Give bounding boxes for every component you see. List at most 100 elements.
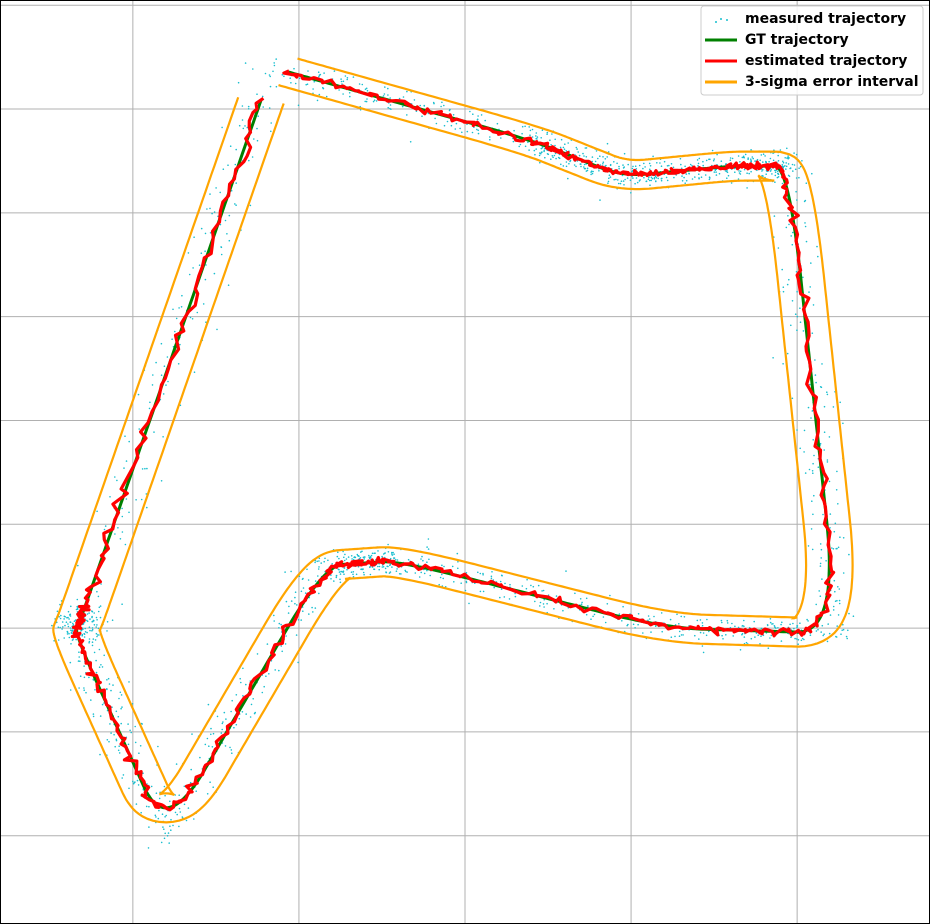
measured-point	[737, 155, 740, 157]
measured-point	[395, 570, 398, 572]
measured-point	[136, 779, 139, 782]
measured-point	[772, 357, 774, 359]
measured-point	[262, 106, 265, 108]
measured-point	[535, 148, 537, 150]
measured-point	[121, 603, 123, 605]
measured-point	[820, 386, 823, 389]
measured-point	[287, 612, 290, 614]
measured-point	[678, 623, 680, 625]
measured-point	[513, 129, 515, 132]
measured-point	[155, 816, 157, 818]
measured-point	[265, 675, 267, 677]
measured-point	[148, 407, 151, 410]
measured-point	[429, 574, 432, 577]
measured-point	[814, 359, 816, 361]
measured-point	[781, 164, 784, 166]
measured-point	[829, 513, 832, 515]
measured-point	[170, 829, 172, 831]
measured-point	[97, 627, 100, 630]
measured-point	[235, 694, 238, 696]
measured-point	[634, 165, 637, 167]
measured-point	[831, 547, 833, 549]
measured-point	[275, 85, 278, 88]
measured-point	[343, 556, 345, 559]
measured-point	[377, 550, 379, 552]
measured-point	[584, 147, 587, 149]
measured-point	[812, 472, 814, 475]
measured-point	[794, 313, 797, 316]
measured-point	[305, 83, 308, 86]
measured-point	[535, 132, 538, 134]
estimated-trajectory-line	[70, 69, 836, 812]
measured-point	[338, 557, 340, 560]
measured-point	[269, 85, 272, 88]
measured-point	[814, 374, 817, 376]
measured-point	[235, 723, 238, 726]
measured-point	[427, 548, 430, 550]
measured-point	[676, 613, 678, 616]
measured-point	[313, 81, 316, 83]
measured-point	[199, 756, 201, 759]
measured-point	[149, 401, 151, 404]
measured-point	[781, 621, 783, 624]
measured-point	[160, 480, 163, 482]
measured-point	[81, 633, 84, 636]
measured-point	[335, 576, 338, 579]
measured-point	[78, 651, 80, 653]
measured-point	[251, 156, 254, 158]
measured-point	[631, 170, 633, 173]
measured-point	[836, 470, 838, 473]
measured-point	[268, 74, 271, 76]
measured-point	[127, 723, 129, 725]
trajectory-lines	[52, 57, 854, 824]
measured-point	[666, 165, 669, 167]
measured-point	[631, 175, 633, 178]
measured-point	[472, 113, 474, 115]
measured-point	[795, 190, 797, 193]
measured-point	[562, 146, 565, 149]
measured-point	[317, 568, 320, 570]
measured-point	[584, 167, 587, 170]
measured-point	[772, 159, 775, 162]
measured-point	[701, 645, 704, 647]
measured-point	[684, 182, 686, 184]
measured-point	[709, 177, 711, 179]
measured-point	[794, 637, 796, 640]
measured-point	[385, 571, 387, 573]
measured-point	[546, 602, 548, 605]
measured-point	[477, 129, 480, 132]
measured-point	[157, 745, 159, 748]
measured-point	[774, 626, 776, 628]
measured-point	[525, 587, 528, 590]
measured-point	[113, 733, 115, 736]
measured-point	[683, 616, 686, 618]
measured-point	[602, 163, 604, 165]
measured-point	[275, 58, 278, 60]
measured-point	[789, 623, 791, 626]
measured-point	[294, 591, 297, 593]
measured-point	[819, 565, 822, 567]
measured-point	[585, 613, 588, 616]
measured-point	[683, 176, 685, 179]
measured-point	[799, 447, 801, 450]
measured-point	[721, 621, 723, 624]
measured-point	[726, 622, 729, 624]
measured-point	[804, 225, 807, 228]
measured-point	[75, 608, 78, 611]
measured-point	[351, 558, 353, 560]
measured-point	[688, 172, 690, 175]
measured-point	[178, 794, 180, 796]
measured-point	[636, 181, 639, 184]
measured-point	[249, 204, 252, 207]
measured-point	[745, 641, 748, 644]
measured-point	[272, 70, 274, 73]
measured-point	[500, 588, 503, 590]
measured-point	[120, 694, 123, 696]
measured-point	[604, 621, 607, 624]
measured-point	[583, 155, 585, 157]
measured-point	[666, 179, 669, 182]
measured-point	[281, 650, 284, 653]
measured-point	[669, 618, 672, 621]
measured-point	[833, 530, 836, 533]
measured-point	[178, 307, 180, 309]
